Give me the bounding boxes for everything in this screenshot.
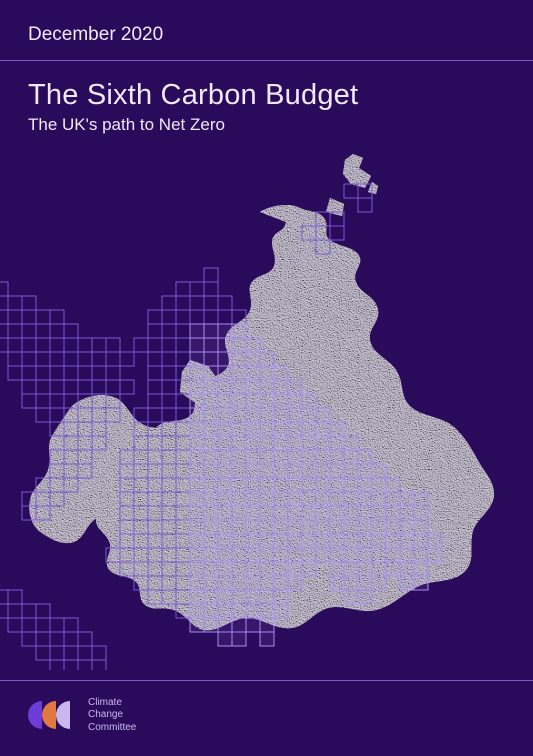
org-line-3: Committee [88,722,136,735]
org-name: Climate Change Committee [88,697,136,735]
footer: Climate Change Committee [0,680,533,756]
org-line-2: Change [88,709,136,722]
uk-map-graphic [0,150,533,670]
org-line-1: Climate [88,697,136,710]
report-subtitle: The UK's path to Net Zero [28,115,505,135]
report-date: December 2020 [28,24,505,46]
report-title: The Sixth Carbon Budget [28,79,505,112]
ccc-logo-icon [28,701,78,729]
